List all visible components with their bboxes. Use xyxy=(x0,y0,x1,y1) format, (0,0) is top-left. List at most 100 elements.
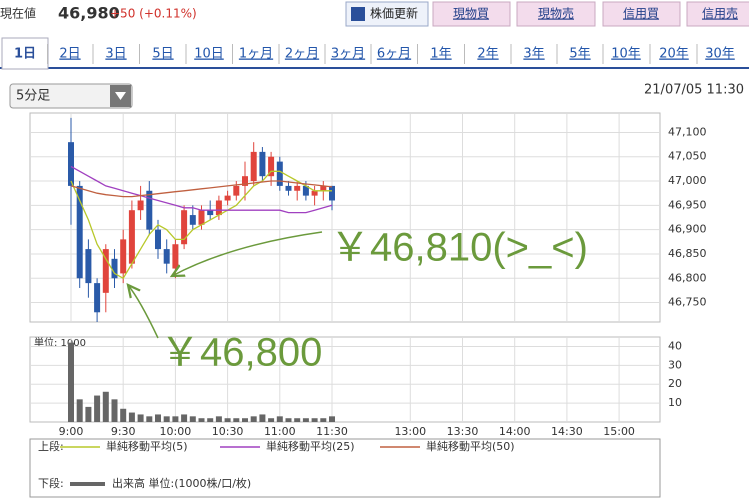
refresh-button-label[interactable]: 株価更新 xyxy=(370,6,418,21)
volume-bar xyxy=(198,418,205,422)
candle-body xyxy=(329,185,335,201)
annotation-arrow xyxy=(128,285,159,339)
period-tab[interactable]: 3ヶ月 xyxy=(331,47,365,62)
period-tab[interactable]: 2ヶ月 xyxy=(285,47,319,62)
volume-bar xyxy=(302,418,309,422)
period-tab[interactable]: 2日 xyxy=(59,47,80,62)
candle-body xyxy=(172,244,179,269)
volume-bar xyxy=(250,416,257,422)
volume-bar xyxy=(172,416,179,422)
annotation: ￥46,810(>_<) xyxy=(330,226,588,270)
volume-bar xyxy=(102,391,109,422)
period-tab[interactable]: 5日 xyxy=(152,47,173,62)
volume-bar xyxy=(311,418,318,422)
period-select[interactable] xyxy=(9,83,133,109)
candle-body xyxy=(198,210,205,225)
x-tick-label: 15:00 xyxy=(603,425,635,438)
active-tab xyxy=(1,37,49,70)
candle-body xyxy=(76,185,83,279)
trade-button[interactable] xyxy=(686,1,749,27)
x-tick-label: 10:00 xyxy=(160,425,192,438)
y-tick-label: 46,750 xyxy=(668,296,707,309)
y2-tick-label: 10 xyxy=(668,396,682,409)
volume-bar xyxy=(189,416,196,422)
x-tick-label: 14:00 xyxy=(499,425,531,438)
candle-body xyxy=(250,151,257,182)
candle-body xyxy=(181,210,188,245)
volume-bar xyxy=(276,416,283,422)
candle-body xyxy=(137,200,144,211)
candle-body xyxy=(128,210,135,264)
candle-body xyxy=(224,195,231,201)
annotation-arrow xyxy=(172,231,323,276)
candle-body xyxy=(233,185,240,196)
candle-body xyxy=(146,190,153,230)
legend-label: 出来高 単位:(1000株/口/枚) xyxy=(112,476,251,490)
period-select-label[interactable]: 5分足 xyxy=(16,89,50,104)
trade-button-label[interactable]: 信用買 xyxy=(623,7,659,21)
trade-button[interactable] xyxy=(602,1,681,27)
volume-panel xyxy=(29,336,661,423)
period-tab[interactable]: 1年 xyxy=(430,47,451,62)
y2-tick-label: 40 xyxy=(668,339,682,352)
y2-tick-label: 30 xyxy=(668,358,682,371)
period-tab[interactable]: 10年 xyxy=(611,47,641,62)
refresh-icon xyxy=(351,7,365,21)
period-tab[interactable]: 6ヶ月 xyxy=(377,47,411,62)
volume-bar xyxy=(137,414,144,422)
candle-body xyxy=(285,185,292,191)
volume-bar xyxy=(268,418,275,422)
y-tick-label: 47,000 xyxy=(668,174,707,187)
volume-bar xyxy=(163,416,170,422)
candle-body xyxy=(311,190,318,196)
candle-body xyxy=(163,249,170,264)
period-tab[interactable]: 20年 xyxy=(659,47,689,62)
volume-bar xyxy=(320,418,327,422)
candle-body xyxy=(207,210,214,216)
trade-button[interactable] xyxy=(432,1,511,27)
period-tab[interactable]: 2年 xyxy=(477,47,498,62)
candle-body xyxy=(68,142,74,186)
candle-body xyxy=(111,258,118,279)
moving-average-line xyxy=(70,165,333,214)
period-tab[interactable]: 3年 xyxy=(523,47,544,62)
chart-datetime: 21/07/05 11:30 xyxy=(644,83,744,98)
volume-bar xyxy=(207,418,214,422)
trade-button-label[interactable]: 現物買 xyxy=(453,7,489,21)
current-price: 46,980 xyxy=(58,4,120,23)
candle-body xyxy=(94,283,101,313)
period-tab[interactable]: 1ヶ月 xyxy=(239,47,273,62)
trade-button[interactable] xyxy=(516,1,596,27)
candle-body xyxy=(294,185,301,191)
volume-bar xyxy=(224,418,231,422)
x-tick-label: 10:30 xyxy=(212,425,244,438)
y-tick-label: 46,950 xyxy=(668,198,707,211)
period-tab[interactable]: 10日 xyxy=(194,47,224,62)
candle-body xyxy=(302,185,309,196)
y-tick-label: 46,800 xyxy=(668,271,707,284)
annotation: ￥46,800 xyxy=(160,331,322,375)
trade-button-label[interactable]: 現物売 xyxy=(538,6,574,21)
legend-box xyxy=(29,438,661,498)
period-tab[interactable]: 1日 xyxy=(14,47,36,62)
volume-bar xyxy=(68,342,74,422)
volume-bar xyxy=(259,414,266,422)
y-tick-label: 46,850 xyxy=(668,247,707,260)
volume-bar xyxy=(76,399,83,422)
candle-body xyxy=(215,200,222,216)
volume-bar xyxy=(181,414,188,422)
period-tab[interactable]: 5年 xyxy=(569,47,590,62)
volume-bar xyxy=(94,395,101,422)
x-tick-label: 11:30 xyxy=(316,425,348,438)
candle-body xyxy=(242,176,248,186)
trade-button-label[interactable]: 信用売 xyxy=(702,6,738,21)
y-tick-label: 47,050 xyxy=(668,150,707,163)
candle-body xyxy=(259,151,266,177)
volume-unit-label: 単位: 1000 xyxy=(34,336,86,349)
period-tab[interactable]: 3日 xyxy=(105,47,126,62)
moving-average-line xyxy=(70,170,332,280)
period-tab[interactable]: 30年 xyxy=(705,47,735,62)
candle-body xyxy=(120,239,127,274)
x-tick-label: 9:00 xyxy=(59,425,84,438)
